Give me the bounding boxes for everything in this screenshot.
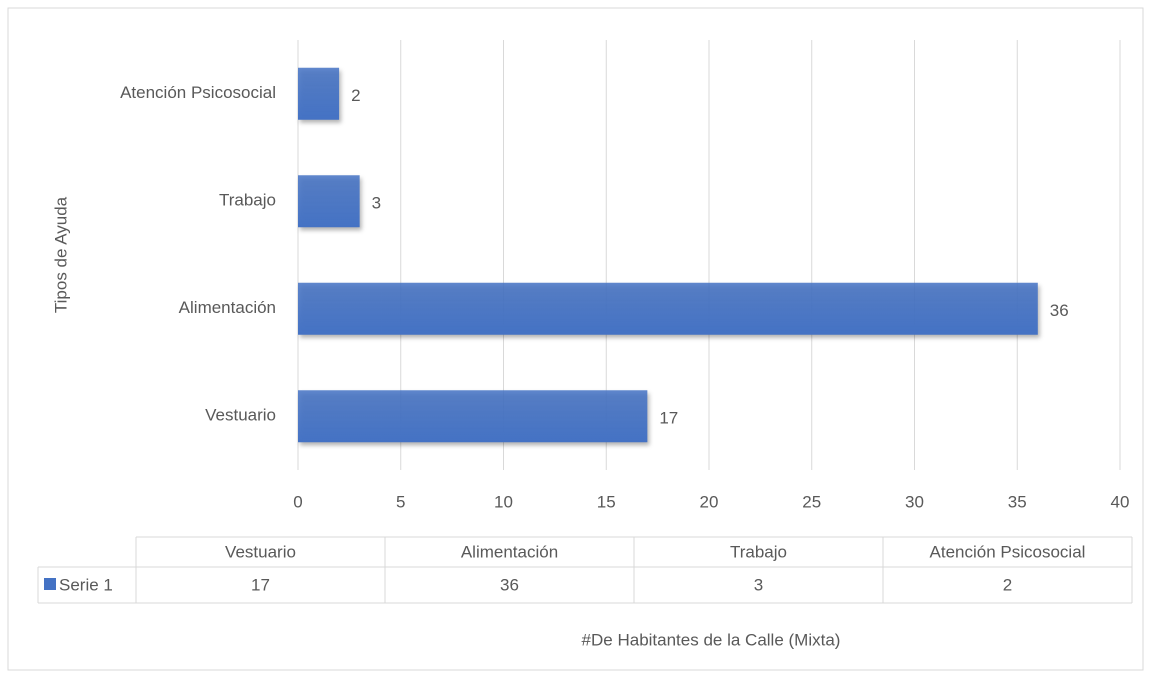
y-tick-label: Vestuario — [205, 406, 276, 425]
table-header: Trabajo — [730, 542, 787, 561]
x-tick-label: 5 — [396, 492, 405, 511]
bar — [298, 67, 340, 120]
data-label: 17 — [659, 409, 678, 428]
chart-frame — [7, 7, 1144, 671]
y-axis-title: Tipos de Ayuda — [51, 196, 70, 313]
x-axis-title: #De Habitantes de la Calle (Mixta) — [582, 630, 841, 649]
x-tick-label: 15 — [597, 492, 616, 511]
x-tick-label: 40 — [1111, 492, 1130, 511]
legend-label: Serie 1 — [59, 575, 113, 594]
table-value: 36 — [500, 575, 519, 594]
bar — [298, 282, 1038, 335]
legend-swatch — [44, 578, 56, 590]
y-tick-label: Atención Psicosocial — [120, 83, 276, 102]
x-tick-label: 10 — [494, 492, 513, 511]
y-tick-label: Trabajo — [219, 191, 276, 210]
x-tick-label: 20 — [700, 492, 719, 511]
bar — [298, 390, 648, 443]
x-tick-label: 25 — [802, 492, 821, 511]
y-tick-label: Alimentación — [179, 298, 276, 317]
bar — [298, 175, 360, 228]
table-value: 17 — [251, 575, 270, 594]
data-label: 36 — [1050, 301, 1069, 320]
table-header: Alimentación — [461, 542, 558, 561]
x-tick-label: 35 — [1008, 492, 1027, 511]
table-header: Vestuario — [225, 542, 296, 561]
x-tick-label: 0 — [293, 492, 302, 511]
table-value: 2 — [1003, 575, 1012, 594]
data-label: 2 — [351, 86, 360, 105]
table-value: 3 — [754, 575, 763, 594]
data-label: 3 — [372, 194, 381, 213]
x-tick-label: 30 — [905, 492, 924, 511]
table-header: Atención Psicosocial — [930, 542, 1086, 561]
